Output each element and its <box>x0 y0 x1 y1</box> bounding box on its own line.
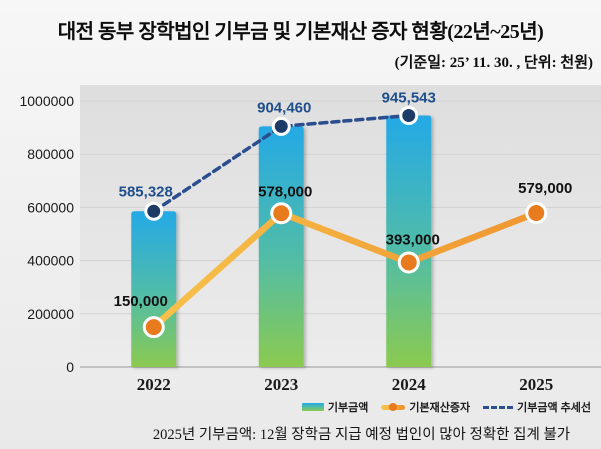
trend-point-2023 <box>271 116 291 136</box>
legend-label-trend: 기부금액 추세선 <box>517 402 591 414</box>
orange-dot-icon <box>389 403 398 411</box>
capital-value-label: 579,000 <box>518 180 572 197</box>
bar-gradient-swatch-icon <box>301 403 324 411</box>
y-tick-label: 600000 <box>27 199 74 215</box>
navy-dash-swatch-icon <box>483 405 514 409</box>
x-axis-label-2022: 2022 <box>137 375 171 394</box>
y-tick-label: 0 <box>66 359 74 375</box>
orange-line-dot-swatch-icon <box>381 403 406 411</box>
capital-point-2023 <box>270 202 293 225</box>
capital-value-label: 578,000 <box>258 183 312 200</box>
capital-point-2025 <box>525 201 548 224</box>
y-tick-label: 1000000 <box>19 93 74 109</box>
bar-2024 <box>386 115 432 367</box>
donation-value-label: 904,460 <box>257 99 311 116</box>
legend-label-capital: 기본재산증자 <box>409 402 471 414</box>
page-title: 대전 동부 장학법인 기부금 및 기본재산 증자 현황(22년~25년) <box>57 21 544 43</box>
donation-value-label: 585,328 <box>119 183 173 200</box>
y-tick-label: 800000 <box>27 146 74 162</box>
chart-subtitle: (기준일: 25’ 11. 30. , 단위: 천원) <box>394 55 593 71</box>
x-axis-label-2024: 2024 <box>392 375 427 394</box>
capital-point-2024 <box>397 251 420 274</box>
chart-legend: 기부금액 기본재산증자 기부금액 추세선 <box>301 399 591 415</box>
capital-value-label: 150,000 <box>114 293 168 310</box>
x-axis-label-2023: 2023 <box>264 375 298 394</box>
bar-2023 <box>258 126 304 367</box>
footnote: 2025년 기부금액: 12월 장학금 지급 예정 법인이 많아 정확한 집계 … <box>152 427 571 443</box>
capital-point-2022 <box>142 316 165 339</box>
legend-label-donation: 기부금액 <box>327 402 369 414</box>
legend-item-trend: 기부금액 추세선 <box>483 399 591 415</box>
donation-chart: 0 200000 400000 600000 800000 1000000 585,328 9… <box>19 85 601 394</box>
trend-point-2022 <box>144 201 164 221</box>
bar-2022 <box>131 211 177 367</box>
trend-point-2024 <box>399 105 419 125</box>
capital-increase-line <box>150 209 540 331</box>
donation-trend-line <box>152 113 411 214</box>
legend-item-donation: 기부금액 <box>301 399 369 415</box>
capital-value-label: 393,000 <box>386 231 440 248</box>
y-tick-label: 200000 <box>27 306 74 322</box>
x-axis-label-2025: 2025 <box>519 375 553 394</box>
y-tick-label: 400000 <box>27 253 74 269</box>
donation-value-label: 945,543 <box>382 89 436 106</box>
legend-item-capital: 기본재산증자 <box>381 399 470 415</box>
